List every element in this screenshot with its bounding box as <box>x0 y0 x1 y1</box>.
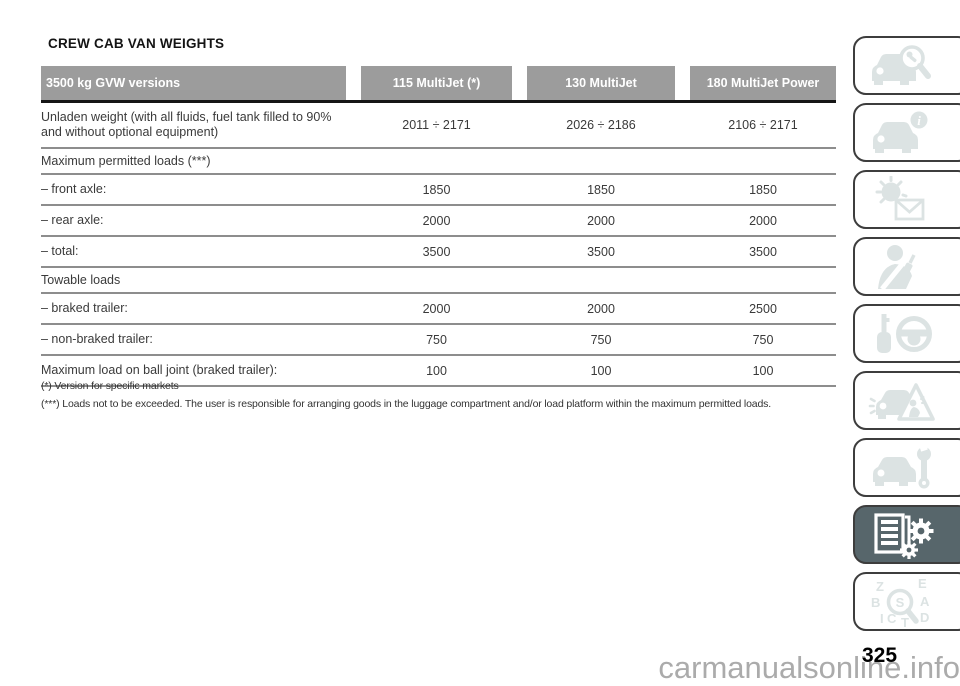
row-value: 3500 <box>422 244 451 259</box>
table-section-row: Maximum permitted loads (***) <box>41 149 836 175</box>
footnotes: (*) Version for specific markets (***) L… <box>41 378 801 413</box>
row-label: – braked trailer: <box>41 301 128 315</box>
tab-emergency[interactable] <box>853 371 960 430</box>
car-warning-triangle-icon <box>868 377 938 425</box>
row-label: – front axle: <box>41 182 107 196</box>
svg-text:B: B <box>871 595 880 610</box>
tab-warning-lights-messages[interactable] <box>853 170 960 229</box>
table-row: Maximum load on ball joint (braked trail… <box>41 356 836 387</box>
svg-text:E: E <box>918 576 927 591</box>
footnote-triple-asterisk: (***) Loads not to be exceeded. The user… <box>41 397 772 410</box>
table-header-row: 3500 kg GVW versions 115 MultiJet (*) 13… <box>41 66 836 103</box>
table-row: Unladen weight (with all fluids, fuel ta… <box>41 103 836 149</box>
row-value: 2500 <box>749 301 777 316</box>
tab-technical-specifications[interactable] <box>853 505 960 564</box>
table-row: – non-braked trailer: 750 750 750 <box>41 325 836 356</box>
footnote-asterisk: (*) Version for specific markets <box>41 380 179 392</box>
warning-light-envelope-icon <box>868 175 938 224</box>
header-cell-versions: 3500 kg GVW versions <box>41 66 346 100</box>
row-value: 3500 <box>749 244 777 259</box>
table-section-row: Towable loads <box>41 268 836 294</box>
svg-text:i: i <box>917 113 921 128</box>
row-value: 100 <box>590 363 612 378</box>
table-row: – rear axle: 2000 2000 2000 <box>41 206 836 237</box>
spec-sheet-gears-icon <box>868 511 938 559</box>
row-label: – non-braked trailer: <box>41 332 153 346</box>
svg-text:S: S <box>896 595 905 610</box>
header-cell-180-multijet-power: 180 MultiJet Power <box>690 66 836 100</box>
tab-servicing-care[interactable] <box>853 438 960 497</box>
row-label: Maximum load on ball joint (braked trail… <box>41 363 278 377</box>
row-value: 2106 ÷ 2171 <box>728 118 798 132</box>
page-number: 325 <box>862 644 898 667</box>
section-label: Maximum permitted loads (***) <box>41 153 211 168</box>
svg-text:C: C <box>887 611 897 626</box>
row-value: 2011 ÷ 2171 <box>402 118 471 132</box>
header-cell-115-multijet: 115 MultiJet (*) <box>361 66 512 100</box>
key-steering-wheel-icon <box>868 310 938 358</box>
page-title: CREW CAB VAN WEIGHTS <box>48 36 225 51</box>
row-value: 3500 <box>587 244 615 259</box>
tab-dashboard-info[interactable]: i <box>853 103 960 162</box>
tab-vehicle-overview[interactable] <box>853 36 960 95</box>
section-tab-sidebar: i <box>853 36 960 639</box>
row-value: 100 <box>426 363 447 378</box>
row-value: 750 <box>590 332 612 347</box>
tab-safety[interactable] <box>853 237 960 296</box>
car-magnifier-icon <box>868 42 938 90</box>
row-value: 2000 <box>422 301 451 316</box>
row-value: 750 <box>752 332 774 347</box>
table-row: – braked trailer: 2000 2000 2500 <box>41 294 836 325</box>
row-value: 2026 ÷ 2186 <box>566 118 636 132</box>
row-label: – total: <box>41 244 79 258</box>
tab-starting-driving[interactable] <box>853 304 960 363</box>
car-info-icon: i <box>868 109 938 157</box>
row-value: 750 <box>426 332 447 347</box>
svg-text:T: T <box>901 615 909 628</box>
car-wrench-icon <box>868 443 938 492</box>
row-value: 1850 <box>749 182 777 197</box>
svg-text:I: I <box>880 611 884 626</box>
svg-text:Z: Z <box>876 579 884 594</box>
row-value: 100 <box>752 363 774 378</box>
svg-text:A: A <box>920 594 930 609</box>
table-row: – total: 3500 3500 3500 <box>41 237 836 268</box>
row-value: 2000 <box>749 213 777 228</box>
row-value: 1850 <box>587 182 615 197</box>
tab-index[interactable]: Z E B A I C T D S <box>853 572 960 631</box>
row-value: 2000 <box>422 213 451 228</box>
section-label: Towable loads <box>41 272 121 287</box>
row-label: Unladen weight (with all fluids, fuel ta… <box>41 110 332 139</box>
seatbelt-person-icon <box>868 243 938 291</box>
watermark: carmanualsonline.info <box>658 650 960 685</box>
row-value: 1850 <box>422 182 451 197</box>
row-value: 2000 <box>587 301 615 316</box>
svg-text:D: D <box>920 610 929 625</box>
row-value: 2000 <box>587 213 615 228</box>
table-row: – front axle: 1850 1850 1850 <box>41 175 836 206</box>
row-label: – rear axle: <box>41 213 104 227</box>
weights-table: 3500 kg GVW versions 115 MultiJet (*) 13… <box>41 66 836 387</box>
header-cell-130-multijet: 130 MultiJet <box>527 66 675 100</box>
alphabet-magnifier-icon: Z E B A I C T D S <box>868 576 938 628</box>
